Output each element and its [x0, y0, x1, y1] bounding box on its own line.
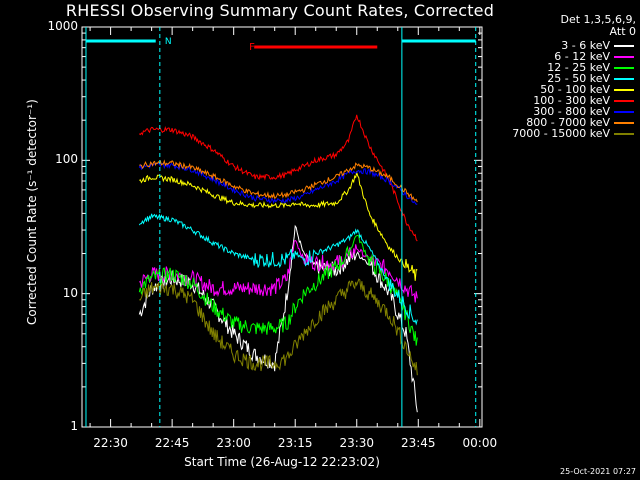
legend-swatch [614, 111, 634, 113]
legend-entry: 3 - 6 keV [486, 40, 638, 51]
y-tick-label: 1000 [47, 19, 78, 33]
legend-label: 50 - 100 keV [540, 83, 610, 96]
legend-label: 7000 - 15000 keV [512, 127, 610, 140]
series-line [138, 234, 418, 346]
legend-entry: 6 - 12 keV [486, 51, 638, 62]
legend-header-line-2: Att 0 [609, 25, 636, 38]
series-line [139, 170, 418, 281]
x-axis-label: Start Time (26-Aug-12 22:23:02) [184, 455, 380, 469]
series-layer [138, 114, 418, 413]
legend-label: 800 - 7000 keV [526, 116, 610, 129]
plot-frame [81, 26, 483, 428]
legend-swatch [614, 45, 634, 47]
x-tick-label: 23:00 [216, 436, 251, 450]
x-tick-label: 22:45 [154, 436, 190, 450]
series-line [139, 278, 418, 376]
flare-flag-label: F [249, 42, 255, 53]
legend-entry: 100 - 300 keV [486, 95, 638, 106]
x-tick-label: 22:30 [93, 436, 128, 450]
legend-header-line-1: Det 1,3,5,6,9, [560, 13, 636, 26]
y-axis-label: Corrected Count Rate (s⁻¹ detector⁻¹) [25, 99, 39, 325]
legend-swatch [614, 56, 634, 58]
x-tick-label: 00:00 [462, 436, 498, 450]
legend-swatch [614, 122, 634, 124]
legend-swatch [614, 133, 634, 135]
legend-swatch [614, 67, 634, 69]
legend-entry: 50 - 100 keV [486, 84, 638, 95]
y-tick-label: 100 [55, 152, 78, 167]
legend-label: 25 - 50 keV [547, 72, 610, 85]
legend-swatch [614, 78, 634, 80]
y-tick-label: 1 [70, 419, 78, 433]
legend-entry: 800 - 7000 keV [486, 117, 638, 128]
legend: 3 - 6 keV 6 - 12 keV 12 - 25 keV 25 - 50 ke… [486, 40, 638, 139]
x-tick-label: 23:45 [400, 436, 436, 450]
series-line [138, 213, 418, 326]
x-tick-label: 23:15 [277, 436, 313, 450]
legend-swatch [614, 100, 634, 102]
chart-title: RHESSI Observing Summary Count Rates, Co… [65, 1, 495, 20]
legend-entry: 12 - 25 keV [486, 62, 638, 73]
legend-label: 3 - 6 keV [561, 39, 610, 52]
legend-swatch [614, 89, 634, 91]
legend-entry: 25 - 50 keV [486, 73, 638, 84]
legend-label: 12 - 25 keV [547, 61, 610, 74]
y-tick-label: 10 [62, 285, 78, 300]
series-line [138, 224, 418, 413]
series-line [138, 114, 418, 242]
legend-label: 100 - 300 keV [533, 94, 610, 107]
legend-entry: 300 - 800 keV [486, 106, 638, 117]
series-line [138, 162, 418, 205]
legend-entry: 7000 - 15000 keV [486, 128, 638, 139]
legend-header: Det 1,3,5,6,9, Att 0 [560, 14, 636, 38]
plot-axes [81, 26, 483, 428]
series-line [139, 159, 418, 203]
timestamp: 25-Oct-2021 07:27 [560, 467, 636, 476]
night-flag-label: N [165, 37, 172, 47]
legend-label: 6 - 12 keV [554, 50, 610, 63]
legend-label: 300 - 800 keV [533, 105, 610, 118]
x-tick-label: 23:30 [339, 436, 375, 450]
